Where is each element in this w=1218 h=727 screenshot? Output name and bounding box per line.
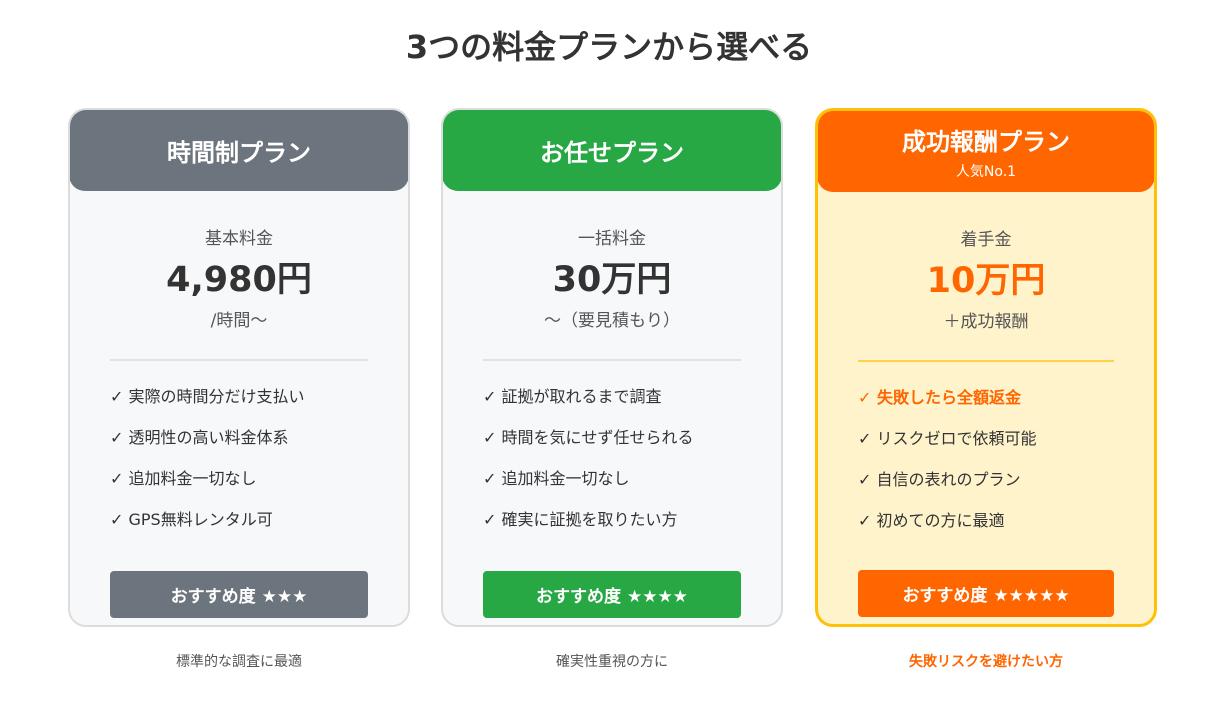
recommendation-button[interactable]: おすすめ度 ★★★★★ (858, 570, 1114, 617)
price-label: 着手金 (960, 230, 1012, 250)
price-label: 基本料金 (205, 229, 273, 249)
price-sub: ＋成功報酬 (943, 312, 1029, 332)
divider (483, 359, 741, 361)
price-sub: 〜（要見積もり） (544, 311, 680, 331)
feature-item: ✓ 確実に証拠を取りたい方 (483, 510, 678, 529)
plan-caption: 確実性重視の方に (556, 654, 668, 670)
plan-header: お任せプラン (443, 110, 781, 191)
price-label: 一括料金 (578, 229, 646, 249)
plan-success-fee: 成功報酬プラン 人気No.1 着手金 10万円 ＋成功報酬 ✓ 失敗したら全額返… (815, 108, 1157, 671)
price-amount: 10万円 (926, 261, 1046, 301)
plan-header: 時間制プラン (70, 110, 408, 191)
feature-item: ✓ 実際の時間分だけ支払い (110, 387, 305, 406)
page-title: 3つの料金プランから選べる (405, 28, 813, 66)
feature-item: ✓ 追加料金一切なし (483, 469, 630, 488)
feature-item: ✓ 追加料金一切なし (110, 469, 257, 488)
plan-caption: 失敗リスクを避けたい方 (909, 654, 1063, 670)
plan-caption: 標準的な調査に最適 (176, 654, 302, 670)
plan-omakase: お任せプラン 一括料金 30万円 〜（要見積もり） ✓ 証拠が取れるまで調査 ✓… (441, 108, 783, 671)
plan-name: お任せプラン (540, 138, 684, 167)
feature-item: ✓ 時間を気にせず任せられる (483, 428, 694, 447)
feature-item: ✓ 透明性の高い料金体系 (110, 428, 289, 447)
plan-card: 成功報酬プラン 人気No.1 着手金 10万円 ＋成功報酬 ✓ 失敗したら全額返… (815, 108, 1157, 627)
feature-item: ✓ リスクゼロで依頼可能 (858, 429, 1037, 448)
plan-name: 時間制プラン (167, 138, 311, 167)
price-amount: 4,980円 (166, 260, 312, 300)
feature-item: ✓ 初めての方に最適 (858, 511, 1005, 530)
plan-card: 時間制プラン 基本料金 4,980円 /時間〜 ✓ 実際の時間分だけ支払い ✓ … (68, 108, 410, 627)
feature-item: ✓ GPS無料レンタル可 (110, 510, 273, 529)
popular-badge: 人気No.1 (955, 163, 1017, 180)
feature-item: ✓ 失敗したら全額返金 (858, 388, 1021, 407)
plan-header: 成功報酬プラン 人気No.1 (818, 111, 1154, 192)
plan-name: 成功報酬プラン (902, 127, 1070, 156)
plan-hourly: 時間制プラン 基本料金 4,980円 /時間〜 ✓ 実際の時間分だけ支払い ✓ … (68, 108, 410, 671)
recommendation-button[interactable]: おすすめ度 ★★★★ (483, 571, 741, 618)
feature-item: ✓ 自信の表れのプラン (858, 470, 1021, 489)
divider (858, 360, 1114, 362)
recommendation-button[interactable]: おすすめ度 ★★★ (110, 571, 368, 618)
price-amount: 30万円 (552, 260, 672, 300)
plan-card: お任せプラン 一括料金 30万円 〜（要見積もり） ✓ 証拠が取れるまで調査 ✓… (441, 108, 783, 627)
divider (110, 359, 368, 361)
price-sub: /時間〜 (210, 311, 268, 331)
feature-item: ✓ 証拠が取れるまで調査 (483, 387, 662, 406)
